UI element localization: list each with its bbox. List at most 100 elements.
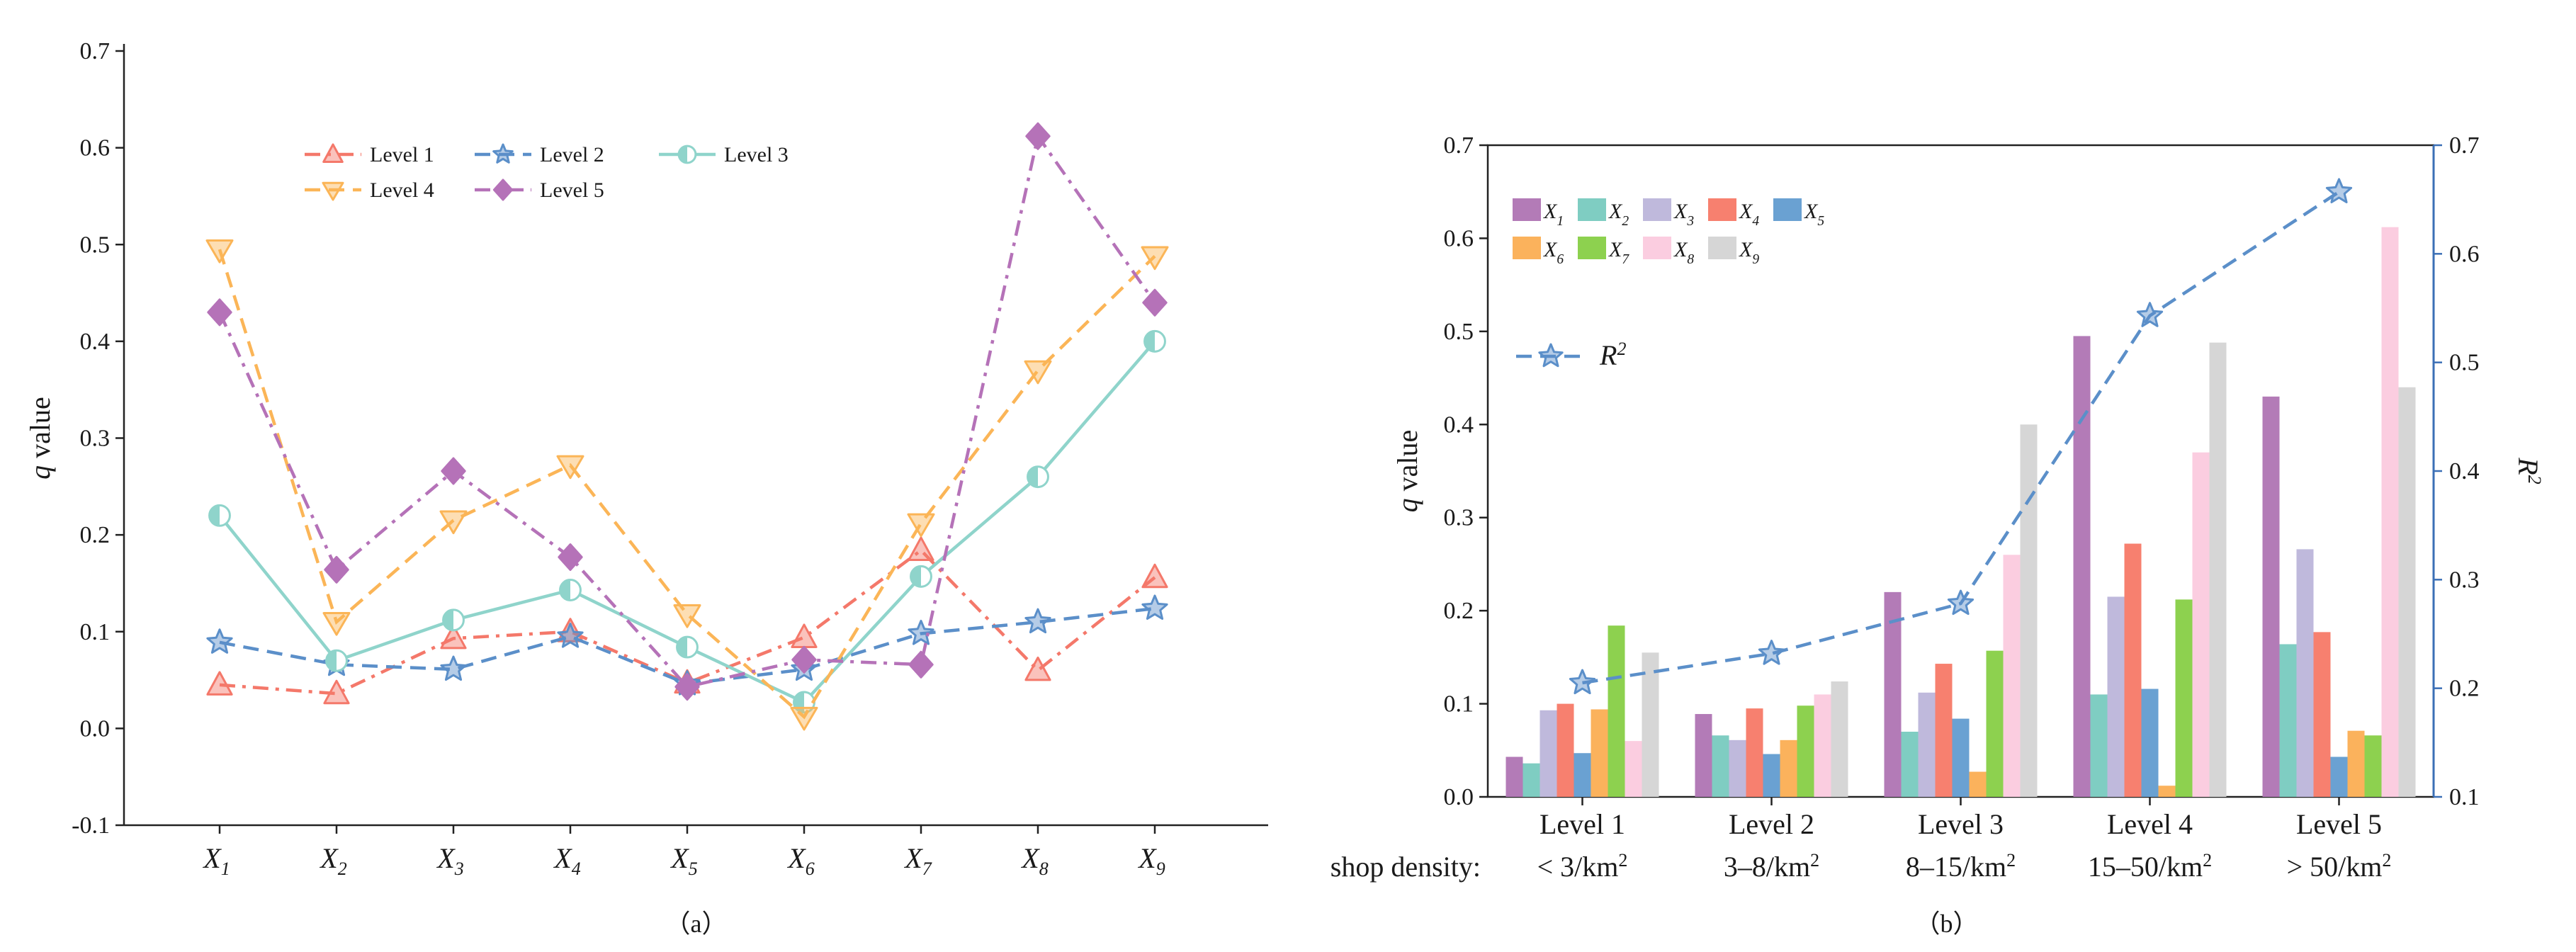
b-r2-line bbox=[1582, 191, 2340, 685]
b-density-label: 3–8/km2 bbox=[1724, 850, 1819, 883]
b-y-left-tick-label: 0.7 bbox=[1444, 132, 1474, 159]
a-series-point-3-fill bbox=[443, 609, 453, 630]
a-series-point-5 bbox=[791, 645, 817, 674]
b-y-left-axis-label: q value bbox=[1391, 430, 1423, 513]
a-y-tick-label: 0.2 bbox=[80, 522, 111, 548]
b-bar-x4 bbox=[1746, 708, 1763, 797]
b-bar-x3 bbox=[1918, 692, 1936, 797]
b-r2-point bbox=[2136, 302, 2164, 327]
a-legend-marker-3 bbox=[677, 144, 697, 164]
b-bar-x7 bbox=[2364, 735, 2382, 797]
b-bar-x2 bbox=[2090, 694, 2108, 797]
b-bar-x5 bbox=[1763, 754, 1780, 797]
b-bar-x5 bbox=[1574, 753, 1591, 797]
b-bar-x1 bbox=[2262, 396, 2280, 797]
b-bar-x4 bbox=[2124, 543, 2142, 797]
a-series-point-1 bbox=[440, 624, 467, 650]
a-legend-marker-5 bbox=[492, 178, 514, 201]
b-r2-point bbox=[1569, 669, 1596, 695]
a-y-tick-label: 0.5 bbox=[80, 232, 111, 258]
a-legend: Level 1 Level 2 Level 3 Level 4 Level 5 bbox=[305, 143, 789, 202]
a-y-tick-label: 0.3 bbox=[80, 426, 111, 452]
b-legend-swatch-x8 bbox=[1643, 237, 1671, 259]
b-y-right-tick-label: 0.2 bbox=[2449, 676, 2480, 702]
a-x-tick-label: X3 bbox=[436, 842, 463, 879]
a-x-tick-label: X5 bbox=[670, 842, 697, 879]
a-series-point-1 bbox=[323, 679, 350, 705]
b-bar-x7 bbox=[2175, 599, 2193, 797]
a-series-point-1 bbox=[908, 536, 934, 561]
b-x-tick-label: Level 3 bbox=[1918, 808, 2004, 840]
a-series-point-4 bbox=[439, 510, 468, 535]
a-series-point-4 bbox=[556, 455, 584, 480]
b-y-left-tick-label: 0.1 bbox=[1444, 691, 1474, 718]
a-legend-label: Level 1 bbox=[370, 143, 434, 166]
b-bar-x4 bbox=[2313, 632, 2331, 797]
b-bar-x9 bbox=[2209, 342, 2227, 798]
b-bar-x8 bbox=[1814, 694, 1831, 797]
b-bar-x7 bbox=[1797, 706, 1814, 797]
a-y-tick-label: 0.4 bbox=[80, 329, 111, 355]
b-r2-point bbox=[1947, 589, 1975, 616]
b-legend-label: X1 bbox=[1543, 200, 1564, 229]
a-x-tick-label: X7 bbox=[903, 842, 932, 879]
b-bar-x5 bbox=[2141, 688, 2159, 797]
b-density-label: > 50/km2 bbox=[2287, 850, 2392, 883]
a-series-point-3 bbox=[325, 649, 348, 672]
a-x-tick-label: X6 bbox=[786, 842, 814, 879]
a-y-tick-label: 0.6 bbox=[80, 135, 111, 162]
b-y-right-tick-label: 0.3 bbox=[2449, 567, 2480, 593]
b-bar-x3 bbox=[1729, 740, 1746, 797]
b-legend-swatch-x7 bbox=[1578, 237, 1606, 259]
a-series-point-5 bbox=[908, 650, 934, 679]
b-bar-x9 bbox=[2398, 387, 2416, 797]
b-r2-point bbox=[1758, 640, 1785, 665]
b-bar-x4 bbox=[1557, 703, 1574, 797]
b-legend-swatch-x9 bbox=[1708, 237, 1736, 259]
a-legend-marker-4 bbox=[322, 181, 344, 201]
a-series-point-4 bbox=[907, 513, 935, 538]
a-series-point-2 bbox=[1024, 608, 1051, 634]
b-bar-x6 bbox=[1969, 771, 1987, 797]
a-y-tick-label: 0.0 bbox=[80, 715, 111, 742]
a-series-point-3 bbox=[1027, 465, 1049, 489]
a-caption: （a） bbox=[665, 910, 728, 938]
a-series-point-3-fill bbox=[910, 566, 921, 587]
b-bar-x5 bbox=[1952, 718, 1970, 797]
b-bar-x2 bbox=[1523, 763, 1540, 797]
b-legend-r2-marker bbox=[1538, 343, 1564, 368]
b-y-right-tick-label: 0.6 bbox=[2449, 241, 2480, 267]
b-legend-swatch-x5 bbox=[1773, 198, 1802, 221]
b-bar-x2 bbox=[1901, 732, 1919, 797]
chart-b-bar-chart: 0.0 0.1 0.2 0.3 0.4 0.5 0.6 0.7 0.1 0.2 0.3 0.4 0.5 0… bbox=[1331, 132, 2545, 938]
b-y-right-tick-label: 0.1 bbox=[2449, 784, 2480, 810]
chart-a-line-chart: -0.1 0.0 0.1 0.2 0.3 0.4 0.5 0.6 0.7 X1 X2 X3 X4 X5 X6… bbox=[24, 38, 1268, 938]
b-bar-x1 bbox=[1884, 591, 1902, 797]
a-series-point-5 bbox=[207, 298, 232, 327]
b-bar-x8 bbox=[2003, 555, 2021, 797]
b-legend-label: X7 bbox=[1608, 238, 1629, 267]
a-x-tick-label: X9 bbox=[1137, 842, 1165, 879]
a-series-point-3 bbox=[208, 504, 231, 527]
a-series-point-5 bbox=[558, 543, 583, 572]
a-series-point-2 bbox=[908, 619, 934, 645]
b-legend-swatch-x3 bbox=[1643, 198, 1671, 221]
b-density-row-label: shop density: bbox=[1331, 851, 1481, 883]
b-bar-x8 bbox=[1625, 741, 1642, 797]
b-bar-x7 bbox=[1986, 650, 2004, 797]
a-series-point-1 bbox=[791, 623, 818, 648]
a-legend-label: Level 2 bbox=[540, 143, 604, 166]
b-legend-swatch-x6 bbox=[1513, 237, 1541, 259]
b-bar-x9 bbox=[2020, 424, 2038, 797]
b-legend-swatch-x4 bbox=[1708, 198, 1736, 221]
b-r2-point bbox=[2325, 178, 2353, 203]
b-bar-x9 bbox=[1642, 652, 1659, 797]
b-bar-x4 bbox=[1935, 664, 1953, 797]
a-series-point-3-fill bbox=[209, 505, 220, 526]
a-legend-label: Level 5 bbox=[540, 178, 604, 202]
a-legend-marker-3-fill bbox=[679, 146, 687, 163]
b-y-left-tick-label: 0.4 bbox=[1444, 412, 1474, 438]
b-y-right-tick-label: 0.4 bbox=[2449, 458, 2480, 484]
b-bar-x3 bbox=[2107, 596, 2125, 797]
a-series-point-4 bbox=[205, 239, 234, 264]
